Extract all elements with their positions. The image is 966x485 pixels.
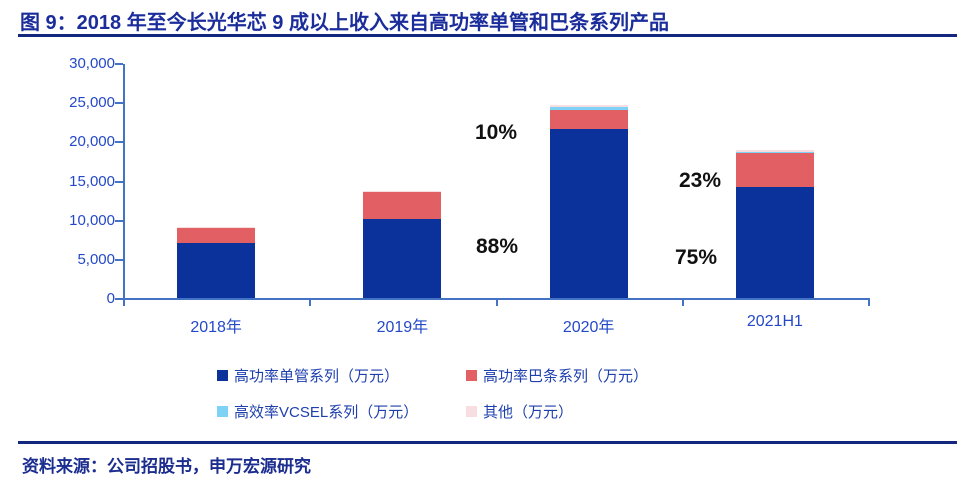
title-underline [18, 34, 957, 37]
bar-segment [363, 190, 442, 192]
legend-item: 高功率单管系列（万元） [217, 365, 399, 386]
y-axis-tick [115, 219, 123, 222]
y-axis-tick-label: 30,000 [69, 55, 115, 72]
y-axis-tick-label: 15,000 [69, 172, 115, 190]
x-axis-tick [868, 300, 870, 306]
legend-swatch [217, 370, 228, 381]
y-axis-tick [115, 258, 123, 261]
legend-swatch [466, 406, 477, 417]
y-axis-tick-label: 25,000 [69, 94, 115, 112]
legend-swatch [466, 370, 477, 381]
y-axis-tick-label: 10,000 [69, 211, 115, 229]
x-axis-tick [123, 300, 125, 306]
legend-item: 其他（万元） [466, 401, 573, 422]
percentage-annotation: 10% [474, 121, 518, 144]
bar-segment [177, 227, 256, 229]
percentage-annotation: 75% [674, 246, 718, 269]
legend-label: 高功率单管系列（万元） [234, 368, 400, 385]
legend-label: 高功率巴条系列（万元） [483, 368, 649, 385]
x-axis-category-label: 2021H1 [746, 313, 803, 330]
bar-segment [549, 129, 628, 299]
y-axis-tick [115, 180, 123, 183]
y-axis-tick [115, 141, 123, 144]
bar-segment [363, 218, 442, 299]
y-axis-tick [115, 102, 123, 105]
bar-segment [363, 191, 442, 219]
legend-label: 其他（万元） [483, 404, 574, 421]
x-axis-category-label: 2018年 [190, 319, 242, 336]
bar-segment [735, 149, 814, 152]
x-axis-tick [309, 300, 312, 306]
bar-segment [549, 104, 628, 108]
y-axis-tick [115, 63, 123, 65]
legend-item: 高功率巴条系列（万元） [466, 365, 648, 386]
y-axis-tick-label: 20,000 [69, 133, 115, 151]
bar-segment [177, 228, 256, 243]
bar-segment [549, 110, 628, 129]
legend-swatch [217, 406, 228, 417]
bar-segment [735, 186, 814, 299]
y-axis-tick [115, 298, 123, 300]
legend-label: 高效率VCSEL系列（万元） [234, 404, 419, 421]
x-axis-line [123, 298, 870, 300]
legend-item: 高效率VCSEL系列（万元） [217, 401, 418, 422]
y-axis-tick-label: 5,000 [77, 250, 115, 268]
x-axis-tick [681, 300, 684, 306]
bar-segment [735, 152, 814, 187]
bar-segment [735, 151, 814, 153]
x-axis-category-label: 2019年 [376, 319, 429, 336]
source-note: 资料来源：公司招股书，申万宏源研究 [22, 457, 311, 476]
bar-segment [177, 242, 256, 299]
figure-title: 图 9：2018 年至今长光华芯 9 成以上收入来自高功率单管和巴条系列产品 [20, 12, 669, 34]
x-axis-category-label: 2020年 [562, 319, 615, 336]
x-axis-tick [495, 300, 498, 306]
y-axis-tick-label: 0 [106, 290, 115, 307]
percentage-annotation: 88% [475, 235, 519, 258]
y-axis-line [123, 64, 125, 304]
bar-segment [549, 107, 628, 111]
percentage-annotation: 23% [678, 169, 722, 192]
footer-divider [18, 441, 957, 444]
